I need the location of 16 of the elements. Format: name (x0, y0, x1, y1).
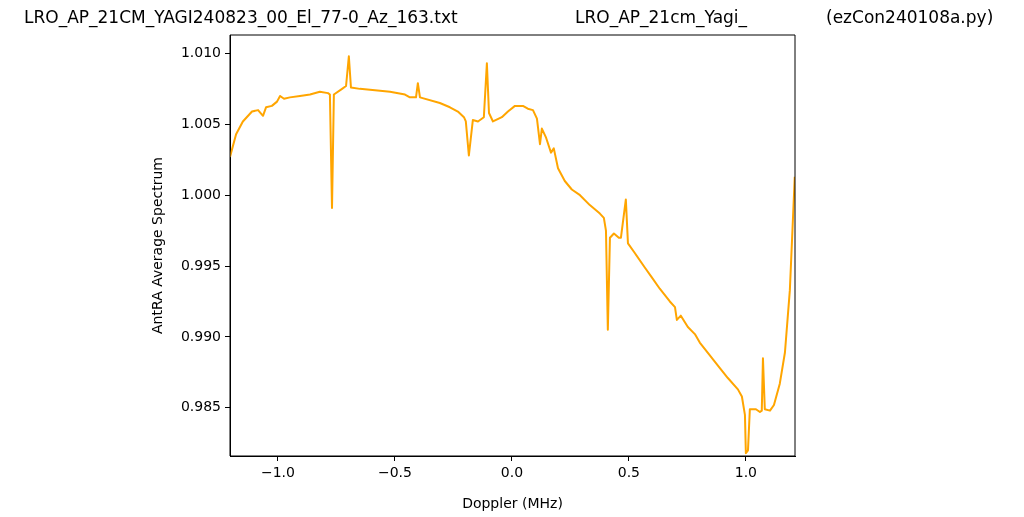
y-tick-label: 0.995 (180, 256, 221, 273)
y-tick-label: 0.990 (180, 327, 221, 344)
text: (ezCon240108a.py) (826, 7, 994, 28)
x-tick-label: 0.5 (617, 464, 641, 481)
y-tick-label: 1.010 (180, 44, 221, 61)
x-tick-label: 1.0 (734, 464, 757, 481)
x-tick-label: 0.0 (500, 464, 524, 481)
y-tick-label: 1.005 (180, 114, 221, 131)
y-tick-label: 1.000 (180, 185, 221, 202)
y-tick-label: 0.985 (180, 398, 221, 415)
y-axis-title: AntRA Average Spectrum (149, 157, 166, 334)
x-axis-title: Doppler (MHz) (462, 495, 563, 512)
chart-title: LRO_AP_21CM_YAGI240823_00_El_77-0_Az_163.txt (24, 7, 458, 29)
x-tick-label: −1.0 (260, 464, 295, 481)
text: LRO_AP_21cm_Yagi_ (575, 7, 748, 29)
x-tick-label: −0.5 (377, 464, 412, 481)
